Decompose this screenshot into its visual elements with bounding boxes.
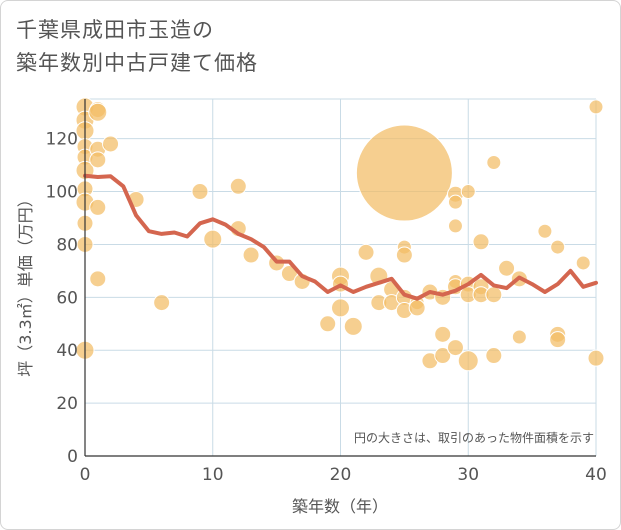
bubble-series [75,97,605,372]
bubble-point [498,259,516,277]
bubble-point [343,316,363,336]
y-tick-label: 40 [56,341,78,361]
bubble-point [549,331,567,349]
x-axis-label: 築年数（年） [292,497,388,516]
bubble-point [460,184,476,200]
y-tick-label: 20 [56,394,78,414]
bubble-point [511,329,527,345]
bubble-point [395,246,413,264]
y-tick-label: 0 [67,447,78,467]
bubble-point [203,229,223,249]
bubble-point [355,124,453,222]
trend-line [83,173,598,301]
bubble-point [229,177,247,195]
bubble-point [153,294,171,312]
bubble-point [357,243,375,261]
chart-title-line-2: 築年数別中古戸建て価格 [16,51,258,75]
x-tick-label: 40 [585,465,607,485]
bubble-point [408,299,426,317]
bubble-point [89,151,107,169]
x-tick-label: 10 [202,465,224,485]
y-tick-label: 100 [46,183,78,203]
y-tick-label: 120 [46,130,78,150]
size-legend-note: 円の大きさは、取引のあった物件面積を示す [354,430,594,445]
y-tick-label: 60 [56,288,78,308]
bubble-point [434,347,452,365]
x-tick-label: 20 [330,465,352,485]
chart-title: 千葉県成田市玉造の 築年数別中古戸建て価格 [16,14,258,80]
bubble-point [89,198,107,216]
bubble-point [331,298,350,318]
bubble-point [88,102,108,122]
y-axis-label: 坪（3.3㎡）単価（万円） [16,191,35,376]
x-tick-label: 0 [80,465,91,485]
bubble-point [588,99,604,115]
bubble-point [472,233,490,251]
bubble-point [587,349,605,367]
y-tick-label: 80 [56,235,78,255]
bubble-point [485,347,503,365]
tick-labels: 0 10 20 30 40 0 20 40 60 80 100 120 [46,130,607,485]
bubble-point [446,339,464,357]
bubble-point [447,218,463,234]
bubble-point [457,350,479,372]
bubble-point [575,255,591,271]
bubble-point [242,246,260,264]
bubble-point [319,315,337,333]
bubble-point [486,154,502,170]
bubble-point [550,239,566,255]
bubble-point [434,325,452,343]
bubble-point [447,194,463,210]
chart-title-line-1: 千葉県成田市玉造の [16,18,214,42]
bubble-point [485,286,503,304]
x-tick-label: 30 [457,465,479,485]
axes [84,99,596,457]
bubble-point [89,270,107,288]
bubble-point [537,223,553,239]
bubble-point [191,183,209,201]
bubble-point [102,135,120,153]
